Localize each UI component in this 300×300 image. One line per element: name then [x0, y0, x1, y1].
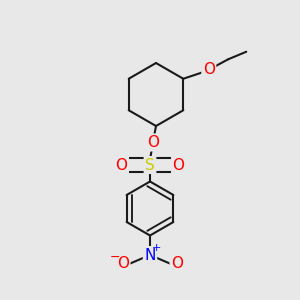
Text: −: − — [110, 251, 120, 264]
Text: O: O — [172, 158, 184, 172]
Text: N: N — [144, 248, 156, 262]
Text: O: O — [116, 158, 128, 172]
Text: +: + — [152, 243, 161, 254]
Text: O: O — [171, 256, 183, 272]
Text: O: O — [147, 135, 159, 150]
Text: O: O — [117, 256, 129, 272]
Text: O: O — [203, 62, 215, 77]
Text: S: S — [145, 158, 155, 172]
